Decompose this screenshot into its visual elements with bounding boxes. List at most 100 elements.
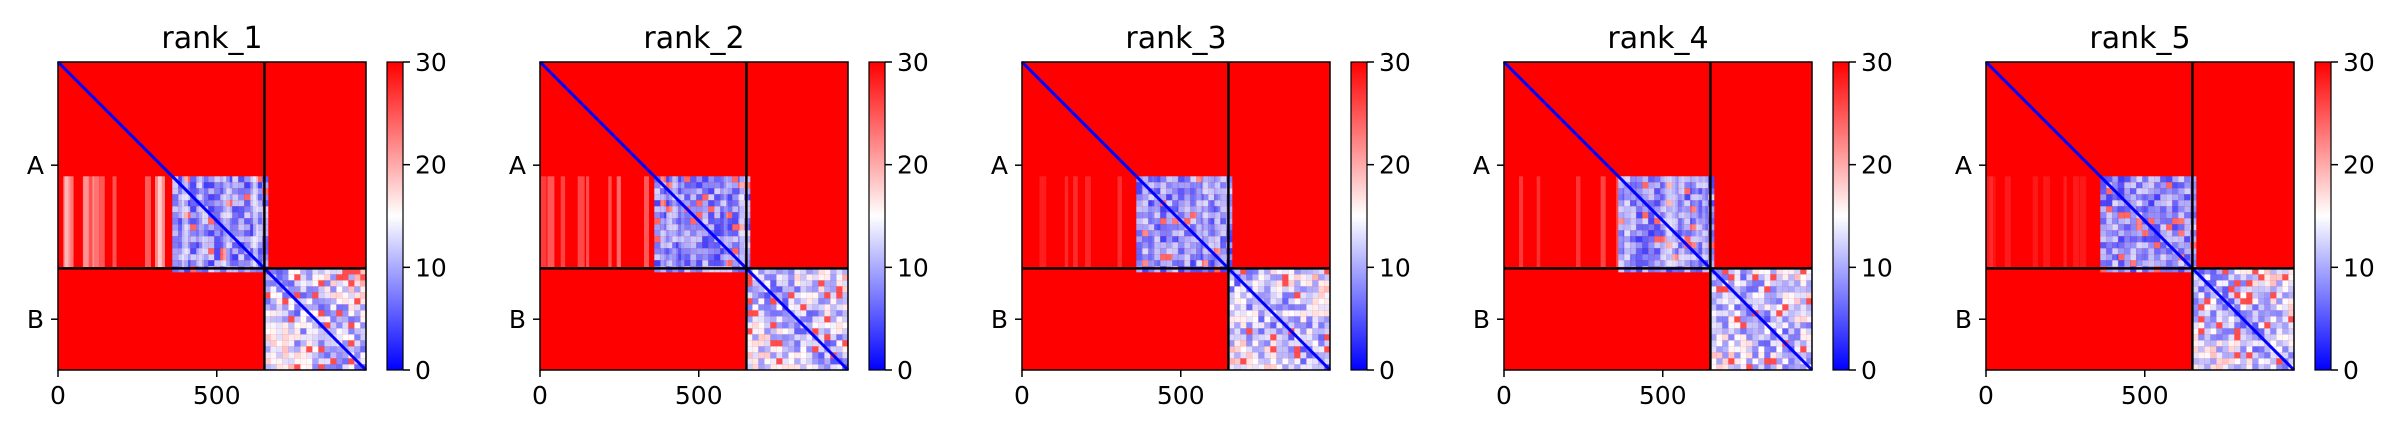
heatmap-cell (1770, 310, 1777, 317)
heatmap-cell (282, 316, 289, 323)
colorbar-tick-label: 10 (415, 253, 447, 282)
heatmap-cell (1618, 230, 1625, 237)
heatmap-cell (2246, 364, 2253, 371)
heatmap-cell (794, 280, 801, 287)
heatmap-cell (1294, 346, 1301, 353)
heatmap-cell (824, 286, 831, 293)
heatmap-cell (1794, 274, 1801, 281)
heatmap-cell (300, 364, 307, 371)
heatmap-cell (1228, 298, 1235, 305)
heatmap-cell (264, 280, 271, 287)
heatmap-cell (1716, 364, 1723, 371)
heatmap-cell (288, 340, 295, 347)
heatmap-cell (2106, 212, 2113, 219)
heatmap-stripe (2136, 176, 2144, 269)
heatmap-cell (1788, 322, 1795, 329)
heatmap-cell (800, 274, 807, 281)
heatmap-cell (678, 176, 685, 183)
heatmap-cell (738, 206, 745, 213)
heatmap-stripe (2063, 176, 2067, 269)
heatmap-cell (1710, 358, 1717, 365)
heatmap-cell (1142, 194, 1149, 201)
heatmap-cell (232, 242, 239, 249)
heatmap-cell (2234, 340, 2241, 347)
heatmap-cell (1142, 230, 1149, 237)
heatmap-cell (1782, 268, 1789, 275)
heatmap-cell (1294, 310, 1301, 317)
heatmap-cell (2192, 280, 2199, 287)
heatmap-cell (1190, 242, 1197, 249)
heatmap-cell (306, 304, 313, 311)
heatmap-cell (2184, 224, 2191, 231)
heatmap-cell (282, 298, 289, 305)
heatmap-cell (2204, 364, 2211, 371)
heatmap-cell (1148, 194, 1155, 201)
heatmap-cell (2184, 200, 2191, 207)
heatmap-cell (1178, 254, 1185, 261)
heatmap-cell (794, 352, 801, 359)
heatmap-cell (1318, 292, 1325, 299)
heatmap-cell (1202, 218, 1209, 225)
colorbar-tick-label: 20 (1379, 151, 1411, 180)
heatmap-cell (770, 298, 777, 305)
heatmap-cell (812, 322, 819, 329)
heatmap-cell (1782, 352, 1789, 359)
heatmap-cell (1264, 316, 1271, 323)
heatmap-cell (354, 346, 361, 353)
heatmap-cell (172, 218, 179, 225)
heatmap-cell (1142, 200, 1149, 207)
colorbar-tick-label: 0 (897, 356, 913, 385)
heatmap-cell (276, 316, 283, 323)
heatmap-cell (202, 242, 209, 249)
heatmap-cell (1734, 304, 1741, 311)
heatmap-cell (782, 298, 789, 305)
heatmap-cell (270, 346, 277, 353)
heatmap-cell (2270, 364, 2277, 371)
heatmap-cell (1306, 274, 1313, 281)
heatmap-cell (2178, 260, 2185, 267)
heatmap-cell (800, 352, 807, 359)
heatmap-cell (666, 248, 673, 255)
heatmap-cell (684, 248, 691, 255)
heatmap-cell (1136, 218, 1143, 225)
heatmap-cell (1306, 364, 1313, 371)
heatmap-cell (1788, 274, 1795, 281)
heatmap-cell (842, 346, 849, 353)
heatmap-cell (1318, 352, 1325, 359)
heatmap-cell (2192, 340, 2199, 347)
heatmap-stripe (739, 176, 746, 269)
heatmap-cell (2282, 268, 2289, 275)
heatmap-cell (208, 206, 215, 213)
heatmap-cell (1220, 242, 1227, 249)
heatmap-cell (1136, 182, 1143, 189)
heatmap-cell (1154, 200, 1161, 207)
heatmap-cell (702, 176, 709, 183)
heatmap-cell (1288, 274, 1295, 281)
heatmap-cell (220, 206, 227, 213)
heatmap-cell (1764, 328, 1771, 335)
heatmap-cell (1240, 322, 1247, 329)
heatmap-cell (342, 352, 349, 359)
heatmap-cell (2258, 346, 2265, 353)
heatmap-cell (190, 254, 197, 261)
heatmap-cell (830, 334, 837, 341)
heatmap-cell (312, 286, 319, 293)
heatmap-cell (208, 230, 215, 237)
heatmap-cell (1288, 340, 1295, 347)
heatmap-cell (1208, 182, 1215, 189)
heatmap-cell (300, 316, 307, 323)
heatmap-cell (1246, 358, 1253, 365)
colorbar-tick-label: 10 (897, 253, 929, 282)
heatmap-cell (324, 304, 331, 311)
heatmap-cell (1202, 260, 1209, 267)
heatmap-cell (806, 286, 813, 293)
heatmap-cell (1758, 328, 1765, 335)
heatmap-cell (1678, 242, 1685, 249)
heatmap-cell (2234, 328, 2241, 335)
heatmap-cell (2148, 206, 2155, 213)
heatmap-stripe (1600, 176, 1606, 269)
heatmap-cell (1276, 274, 1283, 281)
heatmap-cell (2264, 274, 2271, 281)
heatmap-cell (276, 340, 283, 347)
heatmap-cell (318, 268, 325, 275)
